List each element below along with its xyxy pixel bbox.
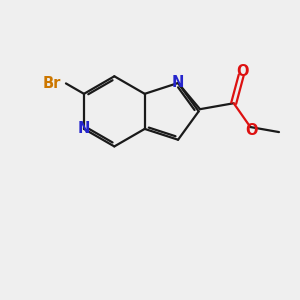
- Text: O: O: [246, 123, 258, 138]
- Text: N: N: [172, 76, 184, 91]
- Text: O: O: [236, 64, 249, 79]
- Text: N: N: [78, 122, 90, 136]
- Text: Br: Br: [43, 76, 62, 91]
